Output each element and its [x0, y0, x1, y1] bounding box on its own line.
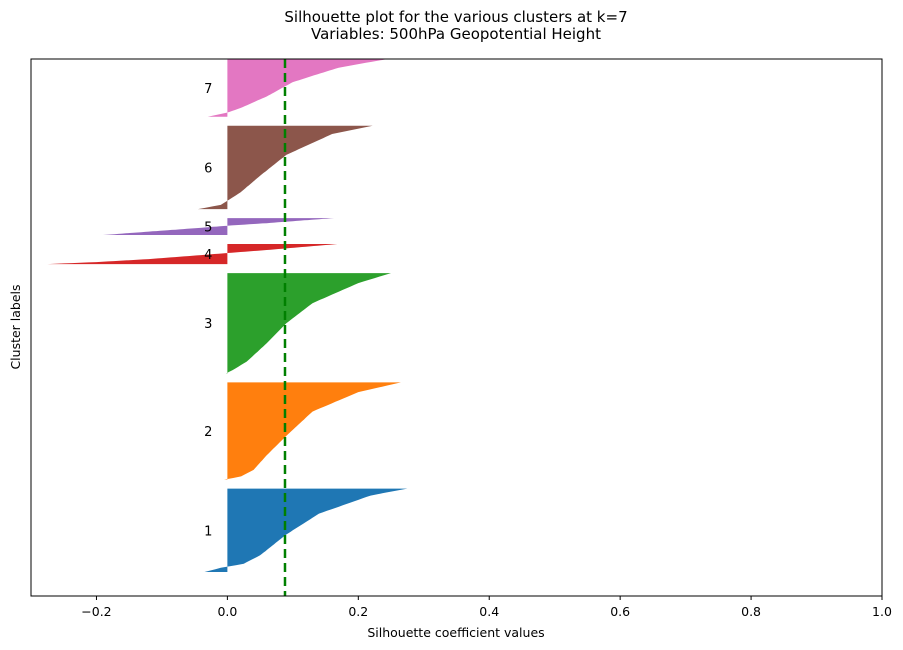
plot-frame: [30, 58, 883, 597]
silhouette-cluster-4: [47, 244, 338, 265]
cluster-label-group: 1 2 3 4 5 6 7: [204, 82, 212, 539]
x-tick-label: 0.2: [348, 604, 368, 619]
x-tick-label: 0.0: [217, 604, 237, 619]
silhouette-cluster-1: [204, 488, 408, 572]
cluster-label-3: 3: [204, 317, 212, 332]
x-tick-label: 1.0: [872, 604, 892, 619]
x-tick-label: −0.2: [81, 604, 111, 619]
cluster-label-5: 5: [204, 221, 212, 236]
chart-title: Silhouette plot for the various clusters…: [284, 8, 627, 26]
x-tick-label: 0.8: [741, 604, 761, 619]
silhouette-cluster-7: [207, 59, 388, 117]
cluster-label-1: 1: [204, 524, 212, 539]
x-axis-ticks: −0.2 0.0 0.2 0.4 0.6 0.8 1.0: [81, 596, 892, 619]
x-tick-label: 0.4: [479, 604, 499, 619]
silhouette-cluster-3: [226, 273, 391, 374]
cluster-label-4: 4: [204, 248, 212, 263]
silhouette-cluster-2: [224, 382, 401, 480]
x-axis-label: Silhouette coefficient values: [367, 625, 544, 640]
chart-subtitle: Variables: 500hPa Geopotential Height: [311, 25, 601, 43]
silhouette-cluster-6: [197, 125, 373, 210]
cluster-label-7: 7: [204, 82, 212, 97]
silhouette-clusters: [47, 59, 408, 572]
silhouette-cluster-5: [103, 218, 335, 235]
cluster-label-6: 6: [204, 161, 212, 176]
x-tick-label: 0.6: [610, 604, 630, 619]
cluster-label-2: 2: [204, 425, 212, 440]
y-axis-label: Cluster labels: [8, 284, 23, 369]
